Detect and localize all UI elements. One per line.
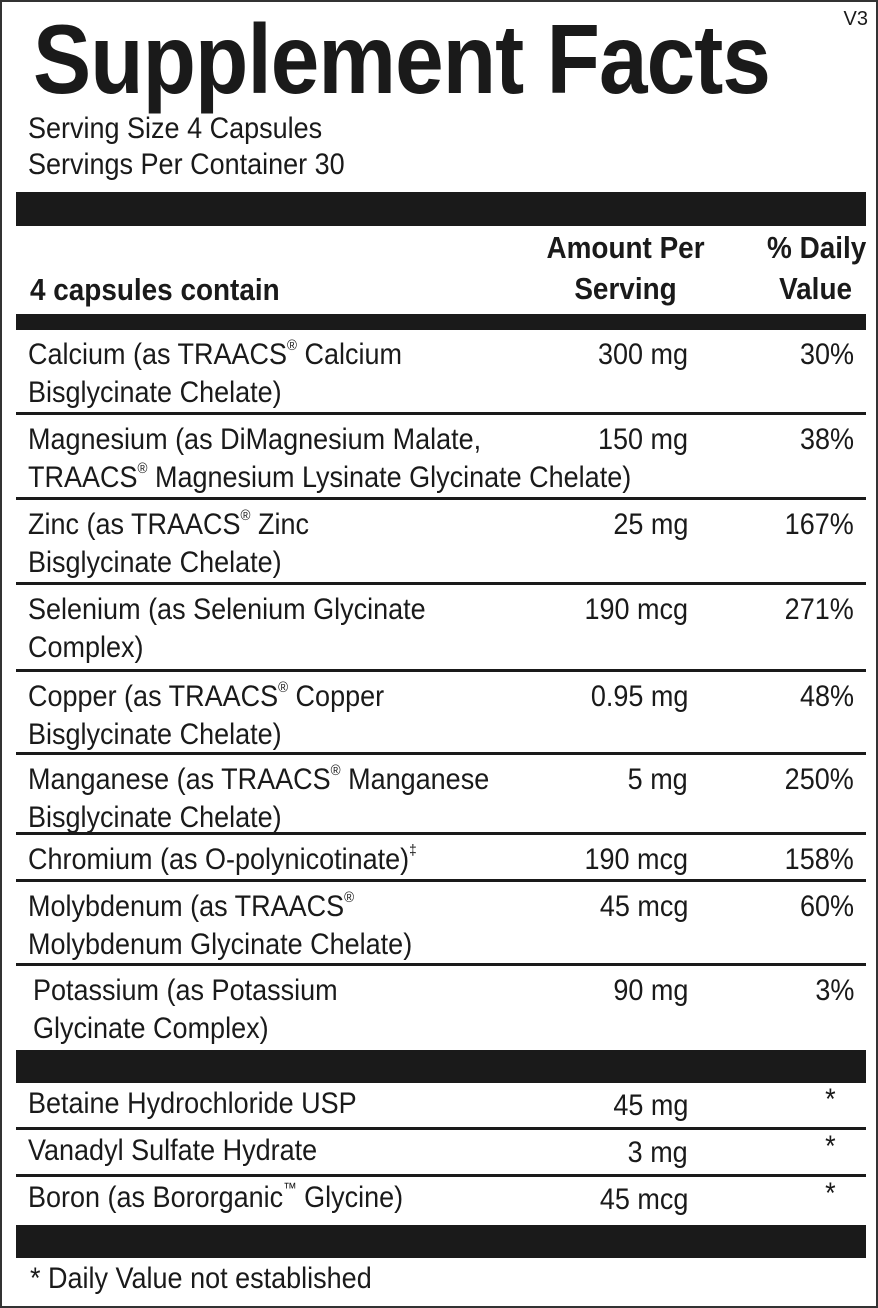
footnote: * Daily Value not established [30, 1262, 372, 1295]
nutrient-amount: 25 mg [612, 508, 688, 541]
nutrient-name-line1: Molybdenum (as TRAACS® [28, 889, 355, 923]
nutrient-row: Chromium (as O-polynicotinate)‡ 190 mcg … [16, 835, 866, 882]
header-contain: 4 capsules contain [30, 272, 280, 307]
nutrient-row: Molybdenum (as TRAACS® Molybdenum Glycina… [16, 882, 866, 966]
nutrient-daily-value: 60% [799, 890, 854, 923]
header-amount-line2: Serving [574, 271, 677, 306]
nutrient-amount: 45 mcg [599, 890, 688, 923]
nutrient-name: Magnesium (as DiMagnesium Malate, TRAACS®… [28, 421, 631, 497]
nutrient-name: Chromium (as O-polynicotinate)‡ [28, 841, 417, 879]
ingredient-daily-value: * [825, 1083, 836, 1116]
ingredient-amount: 3 mg [627, 1136, 688, 1169]
nutrient-daily-value: 3% [814, 974, 854, 1007]
nutrient-name-line1: Copper (as TRAACS® Copper [28, 679, 385, 713]
ingredient-name: Betaine Hydrochloride USP [28, 1087, 357, 1120]
nutrient-daily-value: 38% [799, 423, 854, 456]
ingredient-amount: 45 mg [612, 1089, 688, 1122]
divider-bar [16, 1225, 866, 1258]
nutrient-row: Manganese (as TRAACS® Manganese Bisglycin… [16, 755, 866, 835]
nutrient-name-line1: Zinc (as TRAACS® Zinc [28, 507, 310, 541]
nutrient-row: Magnesium (as DiMagnesium Malate, TRAACS®… [16, 415, 866, 500]
nutrient-name-line1: Calcium (as TRAACS® Calcium [28, 337, 403, 371]
nutrient-name: Zinc (as TRAACS® Zinc Bisglycinate Chelat… [28, 506, 309, 582]
nutrient-name: Potassium (as Potassium Glycinate Complex… [33, 972, 338, 1048]
header-amount-line1: Amount Per [546, 230, 705, 265]
nutrient-name: Calcium (as TRAACS® Calcium Bisglycinate … [28, 336, 402, 412]
nutrient-name-line1: Chromium (as O-polynicotinate)‡ [28, 842, 417, 876]
ingredient-name: Boron (as Bororganic™ Glycine) [28, 1180, 404, 1214]
nutrient-daily-value: 167% [784, 508, 854, 541]
nutrient-daily-value: 250% [784, 763, 854, 796]
ingredient-daily-value: * [825, 1177, 836, 1210]
ingredient-daily-value: * [825, 1130, 836, 1163]
nutrient-row: Calcium (as TRAACS® Calcium Bisglycinate … [16, 330, 866, 415]
serving-size: Serving Size 4 Capsules [28, 112, 323, 145]
nutrient-name-line2: Complex) [28, 631, 144, 664]
nutrient-daily-value: 48% [799, 680, 854, 713]
nutrient-name-line1: Manganese (as TRAACS® Manganese [28, 762, 490, 796]
nutrient-name-line1: Selenium (as Selenium Glycinate [28, 593, 426, 626]
nutrient-name-line2: Bisglycinate Chelate) [28, 376, 282, 409]
nutrient-name-line2: Bisglycinate Chelate) [28, 801, 282, 834]
nutrient-name-line2: Bisglycinate Chelate) [28, 718, 282, 751]
nutrient-amount: 0.95 mg [590, 680, 688, 713]
divider-bar [16, 314, 866, 330]
other-ingredient-row: Boron (as Bororganic™ Glycine) 45 mcg * [16, 1177, 866, 1222]
nutrient-name-line2: Molybdenum Glycinate Chelate) [28, 928, 413, 961]
nutrient-daily-value: 30% [799, 338, 854, 371]
nutrient-name: Manganese (as TRAACS® Manganese Bisglycin… [28, 761, 489, 837]
nutrient-row: Selenium (as Selenium Glycinate Complex) … [16, 585, 866, 672]
nutrient-row: Zinc (as TRAACS® Zinc Bisglycinate Chelat… [16, 500, 866, 585]
nutrient-name-line2: Glycinate Complex) [33, 1012, 269, 1045]
nutrient-daily-value: 158% [784, 843, 854, 876]
divider-bar [16, 192, 866, 226]
nutrient-amount: 300 mg [597, 338, 688, 371]
nutrient-amount: 90 mg [612, 974, 688, 1007]
other-ingredient-row: Vanadyl Sulfate Hydrate 3 mg * [16, 1130, 866, 1177]
nutrient-name: Molybdenum (as TRAACS® Molybdenum Glycina… [28, 888, 412, 964]
nutrient-name-line1: Potassium (as Potassium [33, 974, 338, 1007]
label-title: Supplement Facts [33, 4, 771, 114]
nutrient-row: Potassium (as Potassium Glycinate Complex… [16, 966, 866, 1047]
header-dv-line1: % Daily [766, 230, 866, 265]
nutrient-name: Copper (as TRAACS® Copper Bisglycinate Ch… [28, 678, 384, 754]
nutrient-name-line1: Magnesium (as DiMagnesium Malate, [28, 423, 482, 456]
nutrient-amount: 5 mg [627, 763, 688, 796]
nutrient-row: Copper (as TRAACS® Copper Bisglycinate Ch… [16, 672, 866, 755]
divider-bar [16, 1050, 866, 1083]
other-ingredient-row: Betaine Hydrochloride USP 45 mg * [16, 1083, 866, 1130]
nutrient-amount: 190 mcg [584, 593, 688, 626]
ingredient-name: Vanadyl Sulfate Hydrate [28, 1134, 318, 1167]
nutrient-daily-value: 271% [784, 593, 854, 626]
ingredient-amount: 45 mcg [599, 1183, 688, 1216]
nutrient-name: Selenium (as Selenium Glycinate Complex) [28, 591, 426, 667]
nutrient-amount: 190 mcg [584, 843, 688, 876]
version-label: V3 [843, 8, 868, 30]
nutrient-name-line2: TRAACS® Magnesium Lysinate Glycinate Che… [28, 460, 632, 494]
nutrient-name-line2: Bisglycinate Chelate) [28, 546, 282, 579]
nutrient-amount: 150 mg [597, 423, 688, 456]
header-dv-line2: Value [779, 271, 852, 306]
servings-per-container: Servings Per Container 30 [28, 148, 345, 181]
